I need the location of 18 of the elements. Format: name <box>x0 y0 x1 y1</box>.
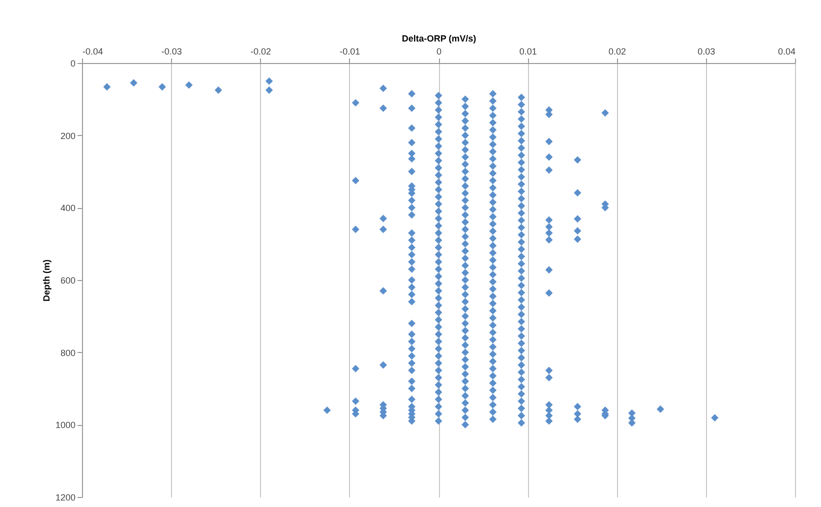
x-tick-label: -0.01 <box>340 46 360 56</box>
x-tick-label: -0.04 <box>82 46 104 56</box>
x-tick-label: -0.02 <box>250 46 272 56</box>
x-tick-label: -0.03 <box>161 46 182 56</box>
y-tick-label: 0 <box>70 58 76 68</box>
x-tick-label: 0.04 <box>778 46 796 56</box>
y-tick-label: 1000 <box>55 420 76 430</box>
x-tick-label: 0.01 <box>519 46 537 56</box>
y-axis-title: Depth (m) <box>41 260 52 302</box>
x-tick-label: 0 <box>436 46 442 56</box>
y-tick-label: 400 <box>60 203 76 214</box>
y-tick-label: 200 <box>60 130 76 141</box>
y-tick-label: 600 <box>60 276 76 286</box>
x-tick-label: 0.02 <box>608 46 626 56</box>
x-tick-label: 0.03 <box>698 46 716 56</box>
x-axis-title: Delta-ORP (mV/s) <box>402 34 476 44</box>
y-tick-label: 800 <box>60 348 76 358</box>
y-tick-label: 1200 <box>55 492 76 502</box>
